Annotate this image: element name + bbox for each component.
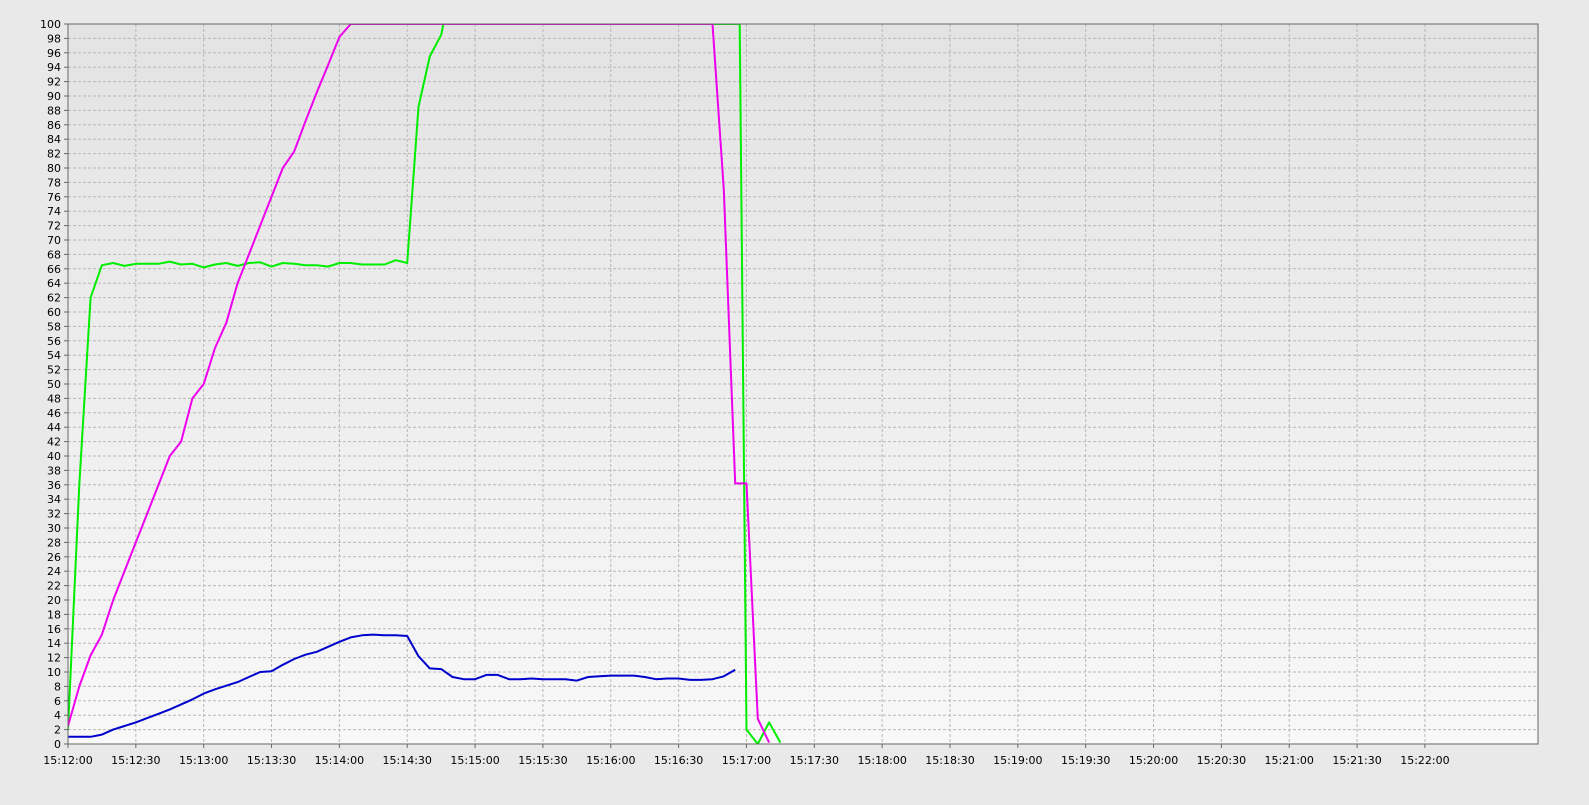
x-tick-label: 15:12:30: [111, 754, 160, 767]
y-tick-label: 0: [54, 738, 61, 751]
y-tick-label: 92: [47, 76, 61, 89]
y-tick-label: 58: [47, 320, 61, 333]
x-tick-label: 15:18:30: [925, 754, 974, 767]
y-tick-label: 38: [47, 464, 61, 477]
y-tick-label: 54: [47, 349, 61, 362]
y-axis: 0246810121416182022242628303234363840424…: [40, 18, 68, 751]
x-tick-label: 15:13:30: [247, 754, 296, 767]
series-line-1: [68, 24, 782, 744]
series-line-2: [68, 24, 771, 744]
y-tick-label: 56: [47, 335, 61, 348]
x-tick-label: 15:13:00: [179, 754, 228, 767]
x-tick-label: 15:19:00: [993, 754, 1042, 767]
x-tick-label: 15:12:00: [43, 754, 92, 767]
y-tick-label: 68: [47, 248, 61, 261]
x-axis: 15:12:00 15:12:30 15:13:00 15:13:30 15:14:00…: [43, 744, 1450, 767]
y-tick-label: 96: [47, 47, 61, 60]
y-tick-label: 2: [54, 724, 61, 737]
x-tick-label: 15:19:30: [1061, 754, 1110, 767]
y-tick-label: 80: [47, 162, 61, 175]
y-tick-label: 72: [47, 220, 61, 233]
x-tick-label: 15:21:30: [1332, 754, 1381, 767]
y-tick-label: 86: [47, 119, 61, 132]
y-tick-label: 62: [47, 292, 61, 305]
y-tick-label: 20: [47, 594, 61, 607]
x-tick-label: 15:16:00: [586, 754, 635, 767]
x-tick-label: 15:21:00: [1265, 754, 1314, 767]
y-tick-label: 50: [47, 378, 61, 391]
x-tick-label: 15:22:00: [1400, 754, 1449, 767]
y-tick-label: 74: [47, 205, 61, 218]
y-tick-label: 40: [47, 450, 61, 463]
y-tick-label: 42: [47, 436, 61, 449]
x-tick-label: 15:18:00: [857, 754, 906, 767]
y-tick-label: 32: [47, 508, 61, 521]
y-tick-label: 10: [47, 666, 61, 679]
y-tick-label: 76: [47, 191, 61, 204]
x-tick-label: 15:14:00: [315, 754, 364, 767]
y-tick-label: 16: [47, 623, 61, 636]
y-tick-label: 82: [47, 148, 61, 161]
y-tick-label: 28: [47, 536, 61, 549]
series-line-3: [68, 633, 736, 738]
y-tick-label: 94: [47, 61, 61, 74]
y-tick-label: 52: [47, 364, 61, 377]
x-tick-label: 15:17:30: [790, 754, 839, 767]
y-tick-label: 14: [47, 637, 61, 650]
y-tick-label: 98: [47, 32, 61, 45]
y-tick-label: 66: [47, 263, 61, 276]
y-tick-label: 22: [47, 580, 61, 593]
y-tick-label: 60: [47, 306, 61, 319]
x-tick-label: 15:15:00: [450, 754, 499, 767]
y-tick-label: 30: [47, 522, 61, 535]
y-tick-label: 4: [54, 709, 61, 722]
x-tick-label: 15:14:30: [383, 754, 432, 767]
y-tick-label: 100: [40, 18, 61, 31]
y-tick-label: 8: [54, 680, 61, 693]
y-tick-label: 44: [47, 421, 61, 434]
y-tick-label: 24: [47, 565, 61, 578]
x-tick-label: 15:16:30: [654, 754, 703, 767]
y-tick-label: 12: [47, 652, 61, 665]
y-tick-label: 64: [47, 277, 61, 290]
y-tick-label: 84: [47, 133, 61, 146]
y-tick-label: 26: [47, 551, 61, 564]
y-tick-label: 36: [47, 479, 61, 492]
x-tick-label: 15:20:30: [1197, 754, 1246, 767]
y-tick-label: 34: [47, 493, 61, 506]
x-tick-label: 15:20:00: [1129, 754, 1178, 767]
y-tick-label: 18: [47, 608, 61, 621]
series-layer: [68, 24, 782, 744]
y-tick-label: 6: [54, 695, 61, 708]
y-tick-label: 88: [47, 104, 61, 117]
x-tick-label: 15:15:30: [518, 754, 567, 767]
x-tick-label: 15:17:00: [722, 754, 771, 767]
grid-layer: [68, 23, 1538, 745]
y-tick-label: 78: [47, 176, 61, 189]
y-tick-label: 90: [47, 90, 61, 103]
y-tick-label: 70: [47, 234, 61, 247]
y-tick-label: 46: [47, 407, 61, 420]
y-tick-label: 48: [47, 392, 61, 405]
